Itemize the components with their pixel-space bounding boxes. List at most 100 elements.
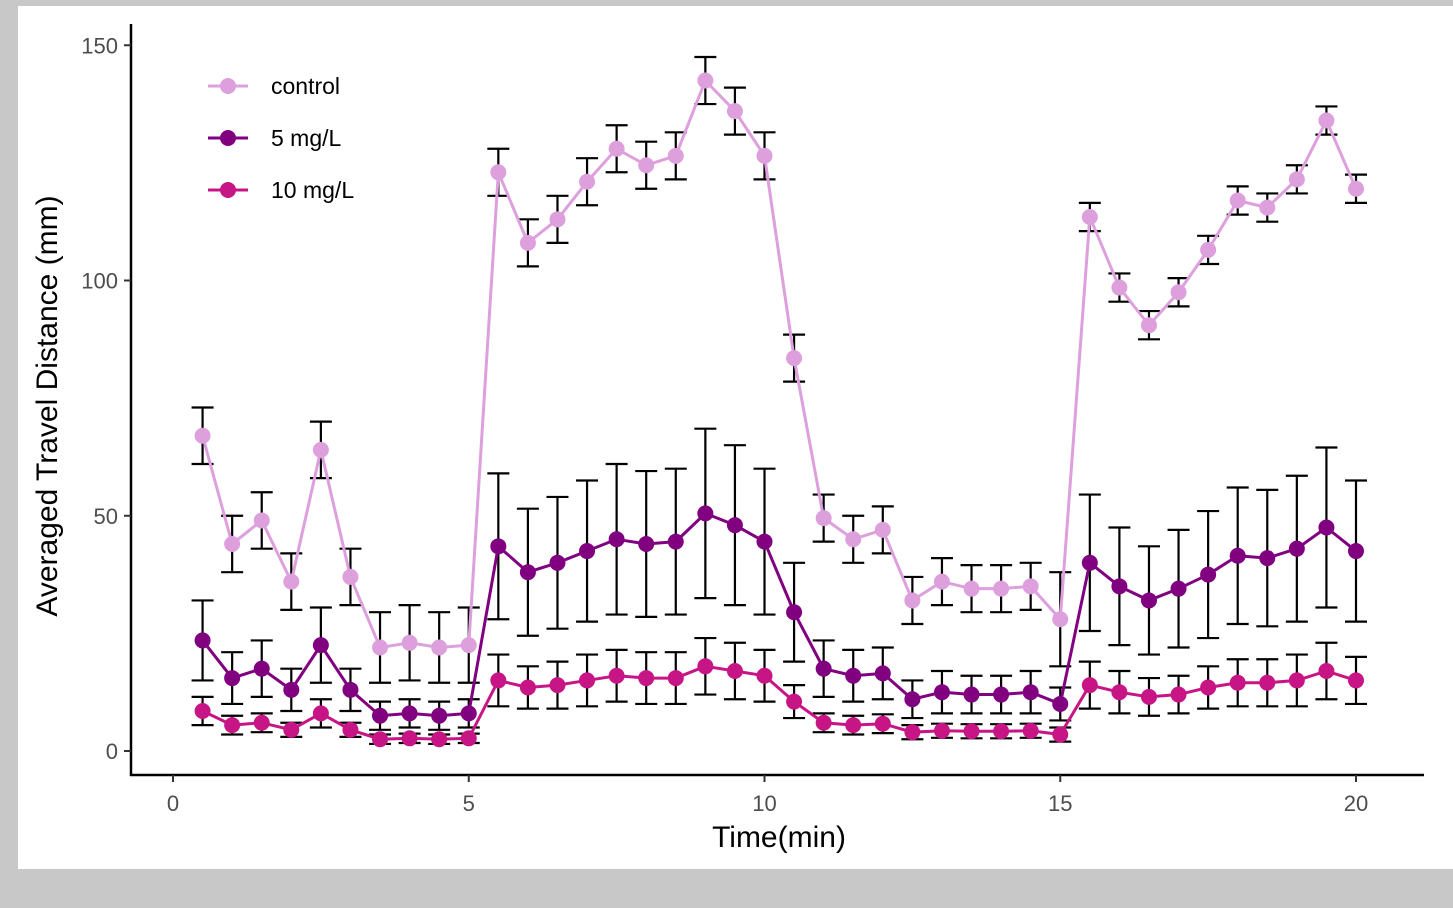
data-point	[1229, 674, 1246, 691]
legend-item: 5 mg/L	[208, 125, 342, 151]
data-point	[224, 670, 241, 687]
x-tick-label: 10	[752, 791, 776, 816]
data-point	[1140, 592, 1157, 609]
data-point	[1318, 519, 1335, 536]
data-point	[519, 564, 536, 581]
x-ticks: 0 5 10 15 20	[167, 775, 1368, 816]
data-point	[1348, 672, 1364, 689]
data-point	[372, 639, 389, 656]
data-point	[993, 580, 1010, 597]
y-tick-label: 50	[94, 504, 118, 529]
data-point	[1259, 674, 1276, 691]
data-point	[1140, 688, 1157, 705]
data-point	[1081, 677, 1098, 694]
data-point	[460, 705, 477, 722]
data-point	[963, 580, 980, 597]
data-point	[1111, 684, 1128, 701]
data-point	[431, 707, 448, 724]
data-point	[460, 730, 477, 747]
series-line	[201, 511, 1357, 718]
series-line	[201, 664, 1357, 741]
data-point	[253, 714, 270, 731]
data-point	[963, 723, 980, 740]
data-point	[1348, 180, 1364, 197]
data-point	[253, 660, 270, 677]
data-point	[283, 721, 300, 738]
y-tick-label: 100	[81, 269, 118, 294]
chart-panel: 0 50 100 150 0 5 10 15 20 control 5 mg/L 10 mg/L …	[18, 6, 1453, 869]
data-point	[224, 535, 241, 552]
data-point	[904, 592, 921, 609]
data-point	[815, 660, 832, 677]
data-point	[1170, 686, 1187, 703]
data-point	[786, 350, 803, 367]
data-point	[579, 173, 596, 190]
data-point	[342, 568, 359, 585]
data-point	[638, 157, 655, 174]
x-axis-title: Time(min)	[712, 821, 846, 854]
data-point	[312, 637, 329, 654]
series-2	[191, 636, 1367, 748]
x-tick-label: 5	[463, 791, 475, 816]
data-point	[1081, 208, 1098, 225]
legend-marker	[220, 182, 236, 198]
y-tick-label: 0	[106, 739, 118, 764]
data-point	[933, 684, 950, 701]
data-point	[845, 531, 862, 548]
data-point	[1259, 199, 1276, 216]
legend: control 5 mg/L 10 mg/L	[208, 73, 354, 203]
data-point	[1022, 684, 1039, 701]
data-point	[963, 686, 980, 703]
data-point	[253, 512, 270, 529]
data-point	[845, 667, 862, 684]
data-point	[224, 717, 241, 734]
data-point	[993, 723, 1010, 740]
data-point	[519, 679, 536, 696]
data-point	[993, 686, 1010, 703]
data-point	[549, 211, 566, 228]
series-0	[191, 55, 1367, 684]
x-tick-label: 0	[167, 791, 179, 816]
data-point	[312, 705, 329, 722]
data-point	[460, 637, 477, 654]
y-ticks: 0 50 100 150	[81, 33, 131, 764]
data-point	[579, 543, 596, 560]
data-point	[401, 705, 418, 722]
data-point	[401, 634, 418, 651]
data-point	[1052, 726, 1069, 743]
data-point	[431, 731, 448, 748]
data-point	[549, 554, 566, 571]
data-point	[1170, 580, 1187, 597]
legend-marker	[220, 130, 236, 146]
data-point	[874, 715, 891, 732]
data-point	[1318, 663, 1335, 680]
data-point	[1200, 679, 1217, 696]
data-point	[815, 714, 832, 731]
series-1	[191, 427, 1367, 731]
data-point	[904, 691, 921, 708]
legend-item: control	[208, 73, 340, 99]
legend-label: 5 mg/L	[271, 125, 342, 151]
data-point	[815, 510, 832, 527]
data-point	[697, 505, 714, 522]
data-point	[342, 721, 359, 738]
data-point	[1288, 171, 1305, 188]
data-point	[667, 670, 684, 687]
data-point	[874, 521, 891, 538]
data-point	[1348, 543, 1364, 560]
data-point	[933, 722, 950, 739]
data-point	[579, 672, 596, 689]
data-point	[756, 147, 773, 164]
data-point	[1229, 192, 1246, 209]
data-point	[372, 731, 389, 748]
data-point	[756, 533, 773, 550]
data-point	[845, 717, 862, 734]
data-point	[1111, 578, 1128, 595]
data-point	[1081, 554, 1098, 571]
data-point	[697, 72, 714, 89]
data-point	[1052, 611, 1069, 628]
data-point	[1229, 547, 1246, 564]
data-point	[874, 665, 891, 682]
data-point	[1259, 550, 1276, 567]
x-tick-label: 20	[1344, 791, 1368, 816]
